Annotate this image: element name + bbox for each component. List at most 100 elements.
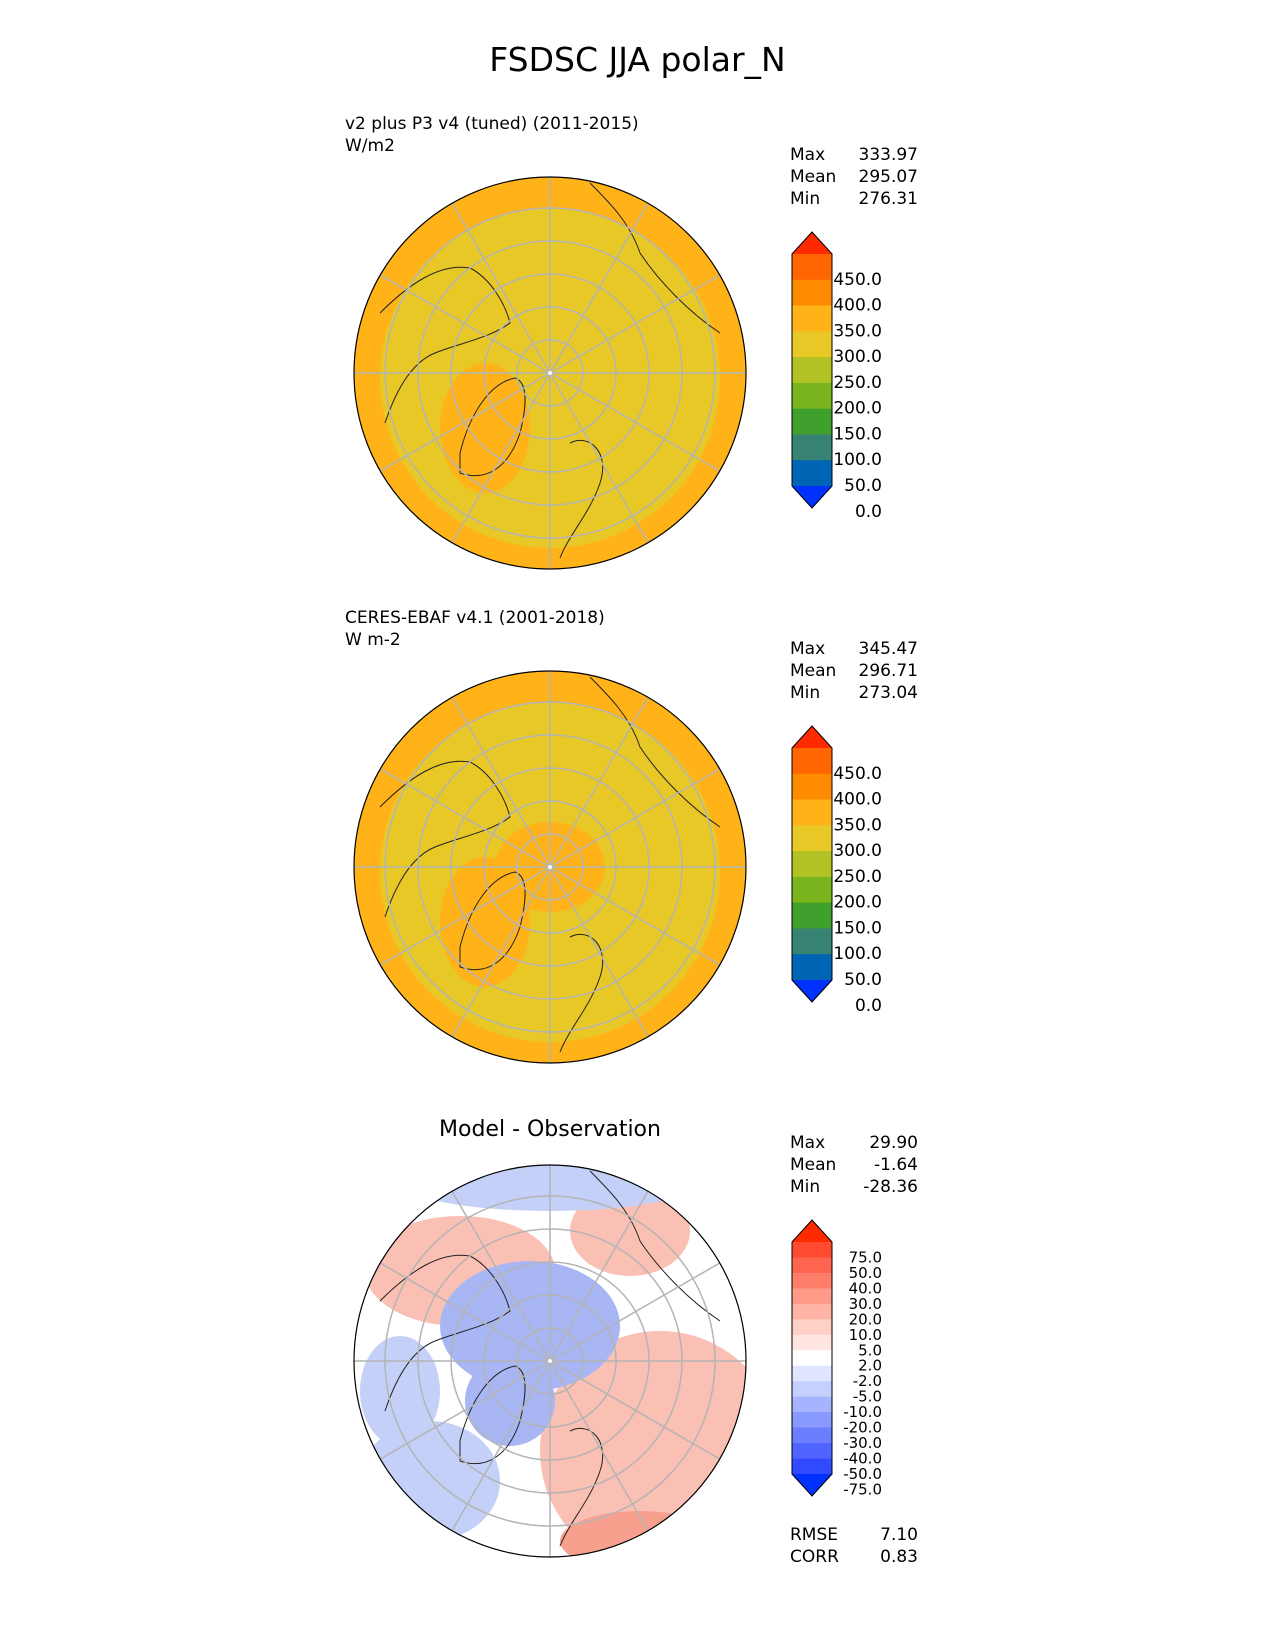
longitude-line (379, 1262, 551, 1362)
figure-title: FSDSC JJA polar_N (489, 40, 786, 79)
longitude-line (549, 1360, 649, 1532)
pole-marker (548, 1359, 552, 1363)
colorbar-outline (791, 1219, 833, 1497)
pole-marker (548, 865, 552, 869)
colorbar-segment (792, 1257, 832, 1274)
north-america-coastline (379, 1254, 511, 1412)
colorbar-segment (792, 1365, 832, 1382)
panel-3-colorbar: 75.050.040.030.020.010.05.02.0-2.0-5.0-1… (791, 1219, 882, 1498)
map-field (354, 177, 746, 569)
map-field (354, 671, 746, 1063)
colorbar-tick-label: 20.0 (849, 1310, 882, 1328)
panel-2-title-line1: CERES-EBAF v4.1 (2001-2018) (345, 608, 605, 628)
colorbar-tick-label: 450.0 (833, 764, 882, 784)
longitude-line (451, 866, 551, 1038)
panel-3-title: Model - Observation (439, 1117, 661, 1142)
panel-3-stat-corr: CORR 0.83 (790, 1547, 918, 1567)
colorbar-extend-top (792, 232, 832, 254)
panel-1-stat-max: Max 333.97 (790, 145, 918, 165)
panel-3-map (353, 1164, 747, 1558)
panel-2-stat-max: Max 345.47 (790, 639, 918, 659)
colorbar-segment (792, 460, 832, 487)
colorbar-outline (791, 725, 833, 1003)
colorbar-segment (792, 357, 832, 384)
colorbar-segment (792, 1350, 832, 1367)
panel-1-map (353, 176, 747, 570)
longitude-line (379, 768, 551, 868)
colorbar-segment (792, 1242, 832, 1258)
colorbar-tick-label: 40.0 (849, 1279, 882, 1297)
greenland-coastline (459, 1365, 526, 1465)
colorbar-tick-label: 0.0 (855, 502, 882, 520)
colorbar-tick-label: 250.0 (833, 373, 882, 393)
colorbar-tick-label: 400.0 (833, 790, 882, 810)
colorbar-tick-label: 450.0 (833, 270, 882, 290)
colorbar-segment (792, 331, 832, 358)
panel-1-units: W/m2 (345, 136, 395, 156)
asia-coastline (589, 676, 721, 828)
colorbar-segment (792, 902, 832, 929)
colorbar-segment (792, 1427, 832, 1444)
colorbar-segment (792, 1303, 832, 1320)
colorbar-tick-label: -10.0 (843, 1403, 882, 1421)
colorbar-segment (792, 876, 832, 904)
panel-2-units: W m-2 (345, 630, 401, 650)
map-field (354, 1165, 746, 1557)
colorbar-tick-label: -50.0 (843, 1465, 882, 1483)
colorbar-tick-label: 5.0 (858, 1341, 882, 1359)
colorbar-tick-label: 200.0 (833, 893, 882, 913)
panel-3-error-stats: RMSE 7.10 CORR 0.83 (790, 1524, 918, 1568)
longitude-line (549, 1190, 649, 1362)
colorbar-tick-label: -75.0 (843, 1480, 882, 1498)
asia-coastline (589, 182, 721, 334)
longitude-line (379, 866, 551, 966)
greenland-coastline (459, 871, 526, 971)
colorbar-segment (792, 928, 832, 955)
colorbar-segment (792, 434, 832, 461)
colorbar-segment (792, 408, 832, 435)
colorbar-tick-label: 50.0 (844, 476, 882, 496)
longitude-line (451, 1190, 551, 1362)
panel-1-stat-mean: Mean 295.07 (790, 167, 918, 187)
colorbar-tick-label: 75.0 (849, 1248, 882, 1266)
colorbar-extend-top (792, 726, 832, 748)
panel-3-stat-mean: Mean -1.64 (790, 1155, 918, 1175)
colorbar-tick-label: 350.0 (833, 815, 882, 835)
panel-2-stat-mean: Mean 296.71 (790, 661, 918, 681)
panel-2-map (353, 670, 747, 1064)
colorbar-tick-label: -2.0 (853, 1372, 882, 1390)
panel-3-stat-max: Max 29.90 (790, 1133, 918, 1153)
longitude-line (549, 274, 721, 374)
colorbar-tick-label: 300.0 (833, 347, 882, 367)
cool-anomaly-region (465, 1356, 555, 1446)
colorbar-outline (791, 231, 833, 509)
longitude-line (549, 768, 721, 868)
map-region (470, 243, 690, 383)
longitude-line (451, 202, 551, 374)
colorbar-tick-label: -5.0 (853, 1388, 882, 1406)
colorbar-tick-label: 200.0 (833, 399, 882, 419)
panel-2-title: CERES-EBAF v4.1 (2001-2018) W m-2 (345, 607, 605, 651)
colorbar-segment (792, 1412, 832, 1429)
colorbar-tick-label: 10.0 (849, 1326, 882, 1344)
panel-2-colorbar: 450.0 400.0 350.0 300.0 250.0 200.0 150.0 100.0… (791, 725, 882, 1014)
map-boundary (353, 176, 747, 570)
colorbar-extend-bottom (792, 486, 832, 508)
colorbar-segment (792, 1381, 832, 1398)
warm-anomaly-region (560, 1511, 720, 1557)
colorbar-tick-label: 2.0 (858, 1357, 882, 1375)
panel-3-stats: Max 29.90 Mean -1.64 Min -28.36 (790, 1132, 918, 1198)
colorbar-segment (792, 1458, 832, 1475)
colorbar-tick-label: 30.0 (849, 1295, 882, 1313)
colorbar-segment (792, 954, 832, 981)
longitude-line (549, 202, 649, 374)
longitude-line (549, 1262, 721, 1362)
map-boundary (353, 1164, 747, 1558)
colorbar-segment (792, 382, 832, 410)
colorbar-tick-label: 300.0 (833, 841, 882, 861)
longitude-line (549, 866, 649, 1038)
longitude-line (451, 696, 551, 868)
colorbar-tick-label: -40.0 (843, 1450, 882, 1468)
colorbar-segment (792, 825, 832, 852)
colorbar-segment (792, 799, 832, 826)
